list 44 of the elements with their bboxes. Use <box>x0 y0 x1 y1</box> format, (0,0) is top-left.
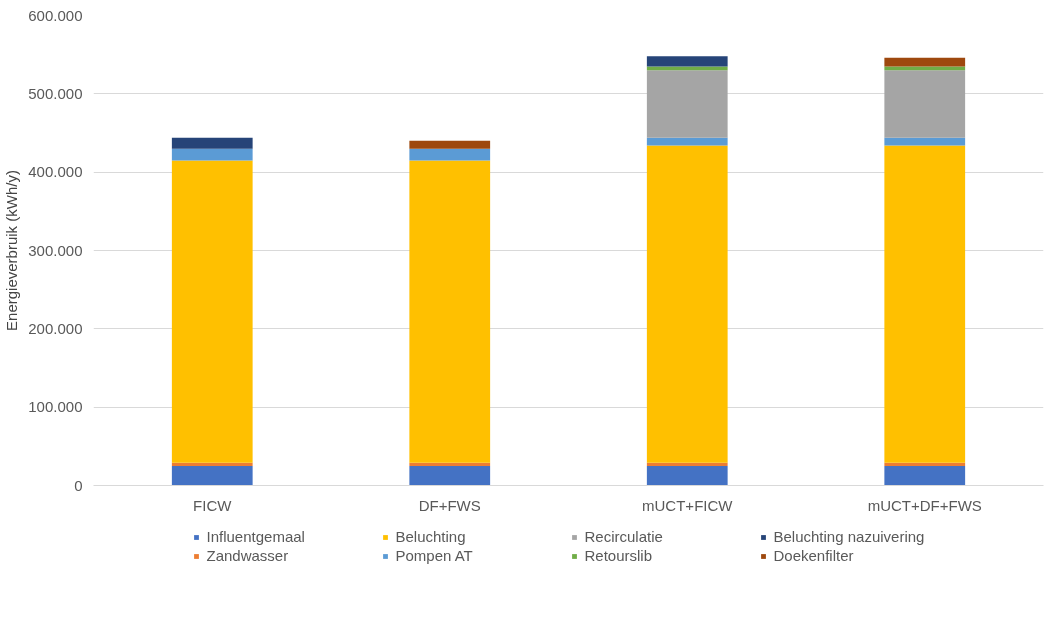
bar <box>409 140 491 149</box>
bar <box>409 462 491 466</box>
bar <box>171 462 253 466</box>
legend-label: Beluchting nazuivering <box>773 528 926 545</box>
bar <box>646 465 728 486</box>
y-tick-label: 400.000 <box>28 163 83 181</box>
bar <box>646 462 728 466</box>
y-tick-label: 300.000 <box>28 241 83 259</box>
bar <box>884 66 966 71</box>
x-tick-label: mUCT+DF+FWS <box>867 496 982 514</box>
legend-label: Pompen AT <box>395 547 474 564</box>
y-tick-label: 100.000 <box>28 398 83 416</box>
bar <box>409 465 491 486</box>
bar <box>646 66 728 71</box>
bar <box>171 148 253 161</box>
legend-label: Influentgemaal <box>206 528 306 545</box>
y-axis-title: Energieverbruik (kWh/y) <box>3 170 21 331</box>
y-tick-label: 500.000 <box>28 84 83 102</box>
bar <box>884 145 966 463</box>
bar <box>409 160 491 463</box>
bar <box>884 465 966 486</box>
x-tick-label: mUCT+FICW <box>642 496 734 514</box>
legend-label: Beluchting <box>395 528 467 545</box>
y-tick-label: 600.000 <box>28 6 83 24</box>
bar <box>884 57 966 67</box>
bar <box>884 462 966 466</box>
y-tick-label: 200.000 <box>28 319 83 337</box>
legend-label: Recirculatie <box>584 528 664 545</box>
y-tick-label: 0 <box>74 476 83 494</box>
bar <box>171 160 253 463</box>
bar <box>646 145 728 463</box>
x-tick-label: DF+FWS <box>418 496 481 514</box>
bar <box>884 70 966 138</box>
legend-label: Zandwasser <box>206 547 290 564</box>
bar <box>646 70 728 138</box>
bar <box>646 56 728 67</box>
bar <box>884 137 966 146</box>
bar <box>646 137 728 146</box>
x-tick-label: FICW <box>193 496 233 514</box>
bar <box>171 137 253 149</box>
bar <box>171 465 253 486</box>
bar <box>409 148 491 161</box>
legend-label: Doekenfilter <box>773 547 855 564</box>
legend-label: Retourslib <box>584 547 654 564</box>
